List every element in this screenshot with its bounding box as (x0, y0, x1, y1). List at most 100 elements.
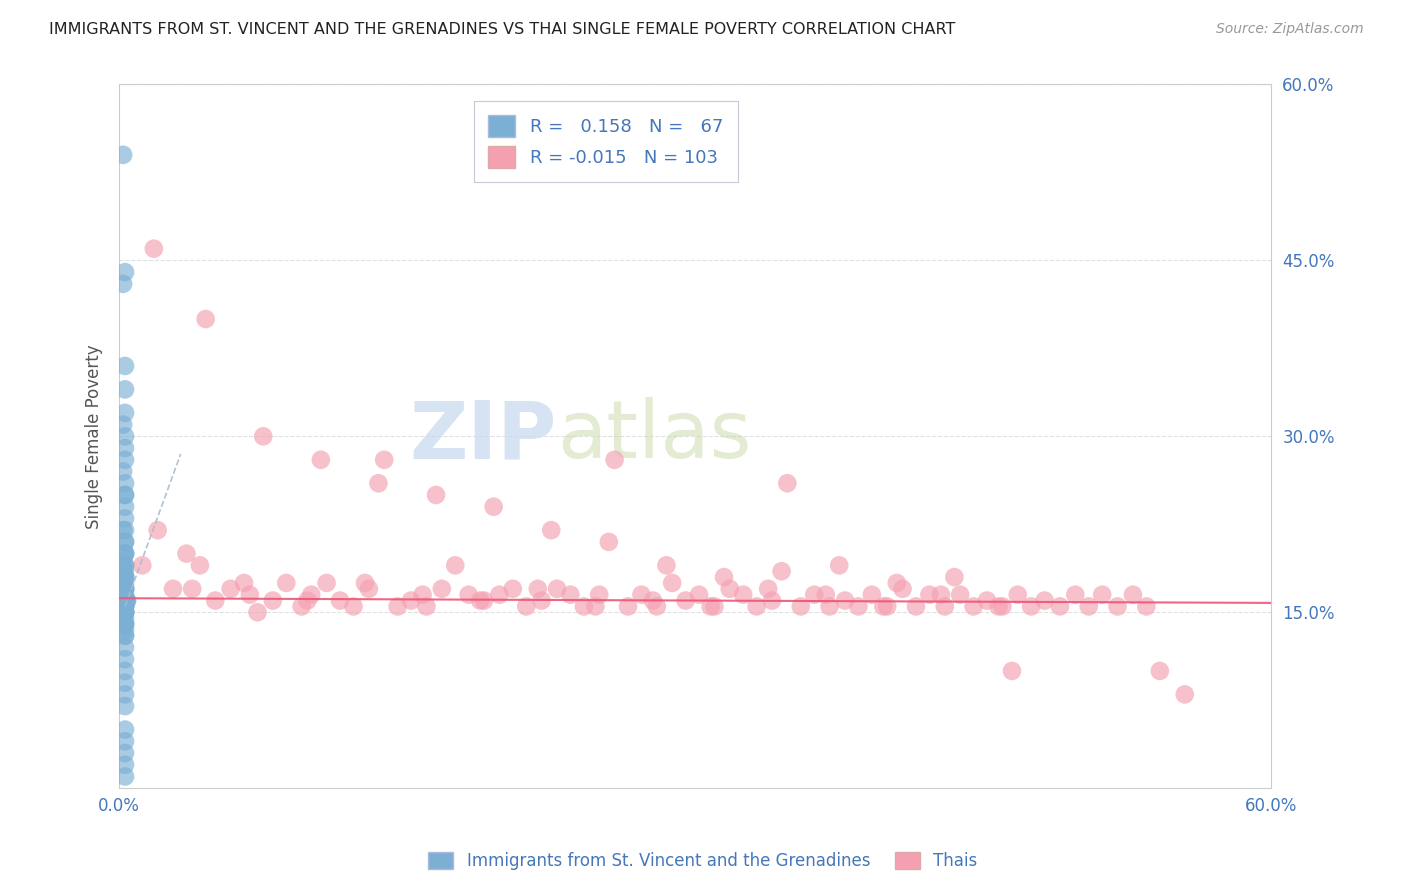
Point (114, 723, 136, 737)
Point (114, 605, 136, 619)
Point (114, 617, 136, 632)
Point (1135, 599, 1157, 614)
Point (112, 277, 135, 291)
Point (114, 570, 136, 584)
Point (114, 547, 136, 561)
Point (718, 582, 741, 596)
Point (114, 582, 136, 596)
Point (617, 599, 640, 614)
Point (114, 582, 136, 596)
Point (354, 576, 377, 591)
Point (131, 558, 153, 573)
Point (114, 576, 136, 591)
Point (1107, 599, 1129, 614)
Point (373, 452, 395, 467)
Point (675, 593, 697, 607)
Point (114, 359, 136, 373)
Point (114, 570, 136, 584)
Point (114, 629, 136, 643)
Point (114, 406, 136, 420)
Point (472, 593, 495, 607)
Point (430, 582, 453, 596)
Point (114, 664, 136, 678)
Point (876, 599, 898, 614)
Point (470, 593, 492, 607)
Point (1149, 664, 1171, 678)
Point (114, 582, 136, 596)
Point (502, 582, 524, 596)
Point (115, 593, 138, 607)
Point (357, 582, 380, 596)
Point (112, 558, 135, 573)
Point (114, 593, 136, 607)
Point (112, 148, 135, 162)
Point (415, 599, 437, 614)
Point (655, 558, 678, 573)
Point (583, 599, 606, 614)
Point (114, 640, 136, 655)
Point (834, 593, 856, 607)
Point (114, 599, 136, 614)
Point (1077, 599, 1099, 614)
Point (1007, 588, 1029, 602)
Point (872, 599, 894, 614)
Point (444, 558, 467, 573)
Point (713, 570, 735, 584)
Point (114, 611, 136, 625)
Point (598, 535, 620, 549)
Point (1064, 588, 1087, 602)
Point (114, 699, 136, 714)
Point (204, 593, 226, 607)
Point (987, 599, 1010, 614)
Point (645, 599, 668, 614)
Point (114, 599, 136, 614)
Point (425, 488, 447, 502)
Point (329, 593, 352, 607)
Point (239, 588, 262, 602)
Text: atlas: atlas (557, 397, 751, 475)
Point (299, 588, 322, 602)
Point (114, 564, 136, 578)
Point (114, 593, 136, 607)
Point (114, 429, 136, 443)
Point (603, 452, 626, 467)
Point (114, 629, 136, 643)
Point (262, 593, 284, 607)
Point (114, 757, 136, 772)
Point (114, 588, 136, 602)
Point (572, 599, 595, 614)
Point (252, 429, 274, 443)
Point (114, 570, 136, 584)
Point (991, 599, 1014, 614)
Point (114, 383, 136, 397)
Point (761, 593, 783, 607)
Point (641, 593, 664, 607)
Point (114, 535, 136, 549)
Point (1091, 588, 1114, 602)
Point (114, 558, 136, 573)
Point (367, 476, 389, 491)
Point (114, 770, 136, 784)
Point (688, 588, 710, 602)
Point (943, 570, 966, 584)
Point (114, 734, 136, 748)
Point (115, 593, 138, 607)
Text: ZIP: ZIP (409, 397, 557, 475)
Point (114, 617, 136, 632)
Point (233, 576, 256, 591)
Point (848, 599, 870, 614)
Point (588, 588, 610, 602)
Legend: Immigrants from St. Vincent and the Grenadines, Thais: Immigrants from St. Vincent and the Gren… (422, 845, 984, 877)
Point (114, 511, 136, 525)
Point (315, 576, 337, 591)
Point (114, 746, 136, 760)
Point (540, 523, 562, 537)
Point (1122, 588, 1144, 602)
Point (661, 576, 683, 591)
Point (818, 599, 841, 614)
Point (114, 488, 136, 502)
Legend: R =   0.158   N =   67, R = -0.015   N = 103: R = 0.158 N = 67, R = -0.015 N = 103 (474, 101, 738, 183)
Point (630, 588, 652, 602)
Point (342, 599, 364, 614)
Point (309, 452, 332, 467)
